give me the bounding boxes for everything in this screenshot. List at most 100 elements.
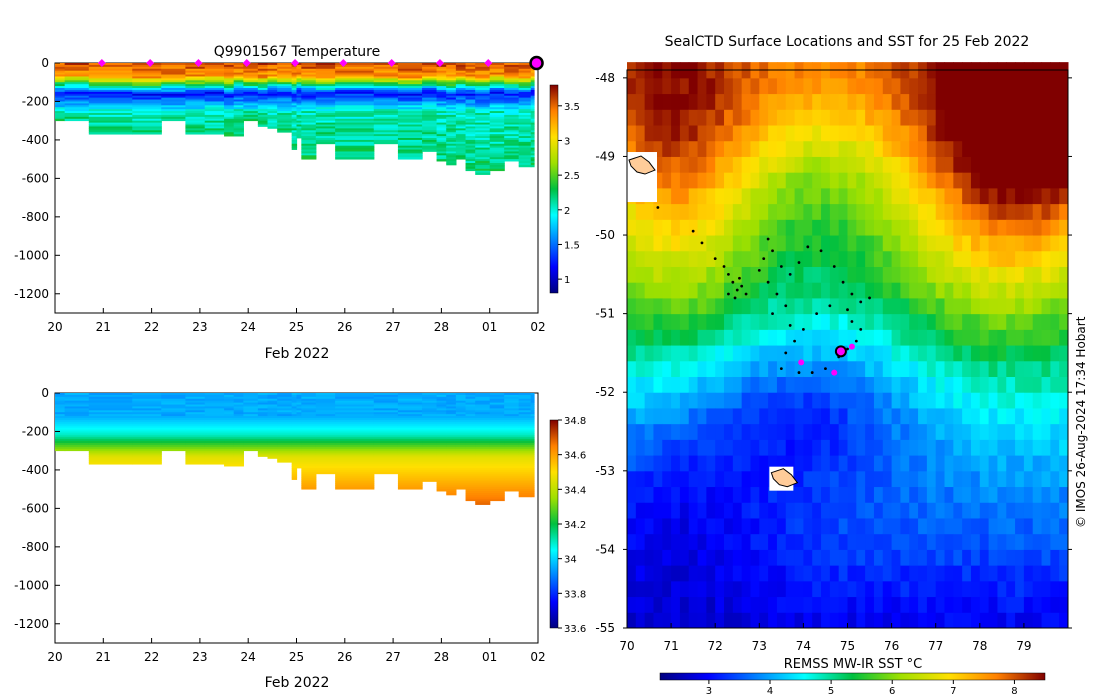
temperature-cell: [475, 80, 491, 83]
surface-marker: [146, 59, 155, 67]
sst-cell: [697, 140, 707, 157]
salinity-cell: [422, 443, 438, 446]
sst-cell: [891, 345, 901, 362]
temperature-cell: [161, 113, 187, 116]
sst-cell: [979, 109, 990, 126]
temperature-cell: [504, 111, 520, 114]
sst-cell: [909, 313, 919, 330]
sst-cell: [926, 549, 937, 566]
salinity-cell: [397, 473, 423, 477]
sst-cell: [697, 565, 707, 582]
temperature-cell: [88, 126, 133, 129]
sst-cell: [803, 77, 813, 95]
track-point: [738, 276, 741, 280]
salinity-cell: [475, 485, 491, 488]
temperature-cell: [465, 147, 476, 150]
sst-cell: [697, 392, 707, 409]
sst-cell: [918, 219, 928, 236]
salinity-cell: [455, 412, 467, 415]
sst-cell: [909, 203, 919, 220]
sst-cell: [909, 345, 919, 362]
salinity-cell: [291, 414, 298, 417]
sst-cell: [847, 470, 857, 488]
sst-cell: [644, 455, 654, 472]
sst-cell: [776, 109, 787, 126]
temperature-cell: [64, 99, 90, 102]
temperature-cell: [518, 78, 532, 81]
sst-cell: [882, 549, 893, 566]
temperature-cell: [88, 130, 133, 133]
temperature-cell: [267, 103, 278, 106]
sst-cell: [662, 313, 672, 330]
sst-cell: [768, 612, 778, 629]
temperature-cell: [315, 82, 336, 85]
temperature-cell: [301, 153, 317, 156]
temperature-cell: [504, 63, 520, 66]
sst-cell: [1023, 533, 1034, 550]
sst-cell: [891, 235, 901, 252]
salinity-cell: [55, 394, 66, 398]
salinity-cell: [446, 441, 457, 444]
sst-cell: [829, 439, 840, 456]
sst-cell: [1015, 156, 1025, 173]
sst-cell: [706, 93, 716, 110]
sst-cell: [724, 470, 734, 488]
sst-cell: [653, 282, 663, 299]
sst-cell: [715, 345, 725, 362]
sst-cell: [953, 565, 963, 582]
temperature-cell: [224, 93, 235, 97]
sst-cell: [706, 360, 716, 378]
sst-cell: [1041, 517, 1051, 535]
temperature-cell: [489, 88, 505, 91]
temperature-cell: [233, 89, 244, 93]
temperature-cell: [204, 107, 225, 110]
salinity-cell: [455, 402, 467, 405]
salinity-cell: [257, 441, 269, 444]
salinity-cell: [291, 416, 298, 419]
salinity-cell: [161, 433, 187, 436]
sst-cell: [768, 455, 778, 472]
salinity-cell: [267, 425, 278, 429]
salinity-cell: [185, 400, 206, 404]
sst-cell: [706, 140, 716, 157]
sst-cell: [988, 565, 998, 582]
temperature-cell: [161, 74, 187, 77]
sst-cell: [944, 140, 954, 157]
sst-cell: [803, 203, 813, 220]
temperature-cell: [475, 126, 491, 129]
sst-cell: [706, 392, 716, 409]
temperature-cell: [267, 64, 278, 68]
temperature-cell: [504, 118, 520, 122]
salinity-cell: [296, 406, 302, 409]
sst-cell: [838, 172, 848, 189]
salinity-cell: [88, 423, 133, 427]
sst-cell: [1041, 266, 1051, 283]
salinity-cell: [530, 493, 535, 496]
temperature-cell: [465, 143, 476, 147]
temperature-cell: [224, 66, 235, 70]
sst-cell: [882, 172, 893, 189]
salinity-cell: [224, 423, 235, 427]
salinity-cell: [315, 408, 336, 411]
sst-cell: [724, 282, 734, 299]
temperature-cell: [518, 63, 532, 66]
temperature-cell: [185, 66, 206, 70]
temperature-cell: [233, 120, 244, 124]
salinity-cell: [518, 433, 532, 436]
sst-cell: [1059, 486, 1069, 503]
temperature-cell: [64, 76, 90, 79]
sst-cell: [653, 580, 663, 598]
salinity-cell: [530, 408, 535, 411]
salinity-cell: [436, 427, 447, 430]
sst-cell: [688, 203, 699, 220]
sst-cell: [847, 203, 857, 220]
sst-cell: [1023, 439, 1034, 456]
temperature-cell: [504, 99, 520, 102]
salinity-cell: [55, 433, 66, 436]
temperature-cell: [397, 120, 423, 124]
temperature-cell: [64, 91, 90, 95]
salinity-cell: [224, 431, 235, 434]
sst-cell: [635, 407, 646, 425]
temperature-cell: [132, 78, 162, 81]
temperature-cell: [204, 132, 225, 135]
